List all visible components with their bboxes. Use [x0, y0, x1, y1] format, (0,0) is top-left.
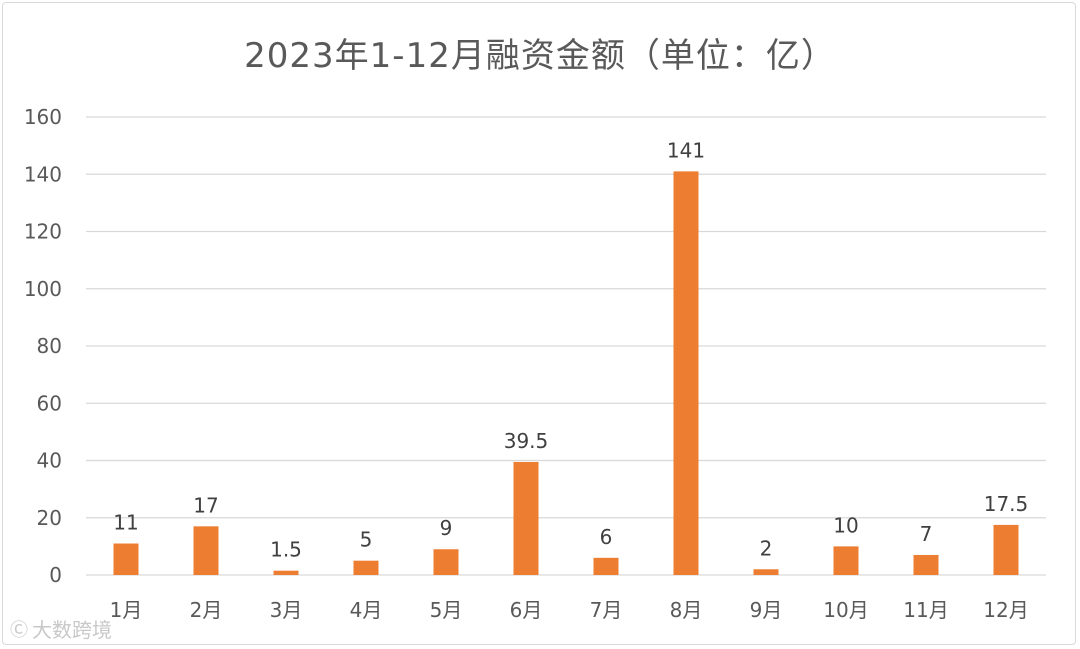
x-tick-label: 1月	[110, 598, 143, 622]
x-tick-label: 4月	[350, 598, 383, 622]
bar	[593, 557, 619, 575]
data-label: 6	[600, 525, 613, 549]
y-tick-label: 0	[49, 563, 62, 587]
logo-icon: Ⓒ	[10, 619, 28, 641]
x-tick-label: 8月	[670, 598, 703, 622]
watermark-text: 大数跨境	[32, 618, 112, 642]
x-tick-label: 9月	[750, 598, 783, 622]
bar	[193, 526, 219, 575]
bar	[513, 461, 539, 575]
data-label: 10	[833, 513, 858, 537]
bar	[273, 570, 299, 575]
x-tick-label: 5月	[430, 598, 463, 622]
bar	[753, 569, 779, 575]
x-tick-label: 3月	[270, 598, 303, 622]
y-tick-label: 100	[24, 277, 62, 301]
y-tick-label: 40	[37, 449, 62, 473]
y-tick-label: 60	[37, 391, 62, 415]
chart-title: 2023年1-12月融资金额（单位：亿）	[244, 36, 836, 76]
x-tick-label: 6月	[510, 598, 543, 622]
y-tick-label: 120	[24, 220, 62, 244]
data-label: 17.5	[984, 492, 1029, 516]
y-tick-label: 160	[24, 105, 62, 129]
bar	[353, 560, 379, 575]
data-label: 1.5	[270, 538, 302, 562]
x-tick-label: 2月	[190, 598, 223, 622]
bar	[673, 171, 699, 575]
watermark: Ⓒ 大数跨境	[10, 614, 112, 643]
bar	[913, 554, 939, 575]
data-label: 9	[440, 516, 453, 540]
data-label: 17	[193, 493, 218, 517]
data-label: 7	[920, 522, 933, 546]
data-label: 2	[760, 536, 773, 560]
bar	[113, 543, 139, 575]
x-tick-label: 7月	[590, 598, 623, 622]
x-tick-label: 11月	[903, 598, 948, 622]
data-label: 39.5	[504, 429, 549, 453]
data-label: 141	[667, 138, 705, 162]
bar	[833, 546, 859, 575]
data-label: 5	[360, 528, 373, 552]
x-tick-label: 12月	[983, 598, 1028, 622]
y-tick-label: 80	[37, 334, 62, 358]
bar	[433, 549, 459, 575]
data-label: 11	[113, 511, 138, 535]
y-tick-label: 20	[37, 506, 62, 530]
y-tick-label: 140	[24, 162, 62, 186]
x-tick-label: 10月	[823, 598, 868, 622]
bar	[993, 524, 1019, 575]
